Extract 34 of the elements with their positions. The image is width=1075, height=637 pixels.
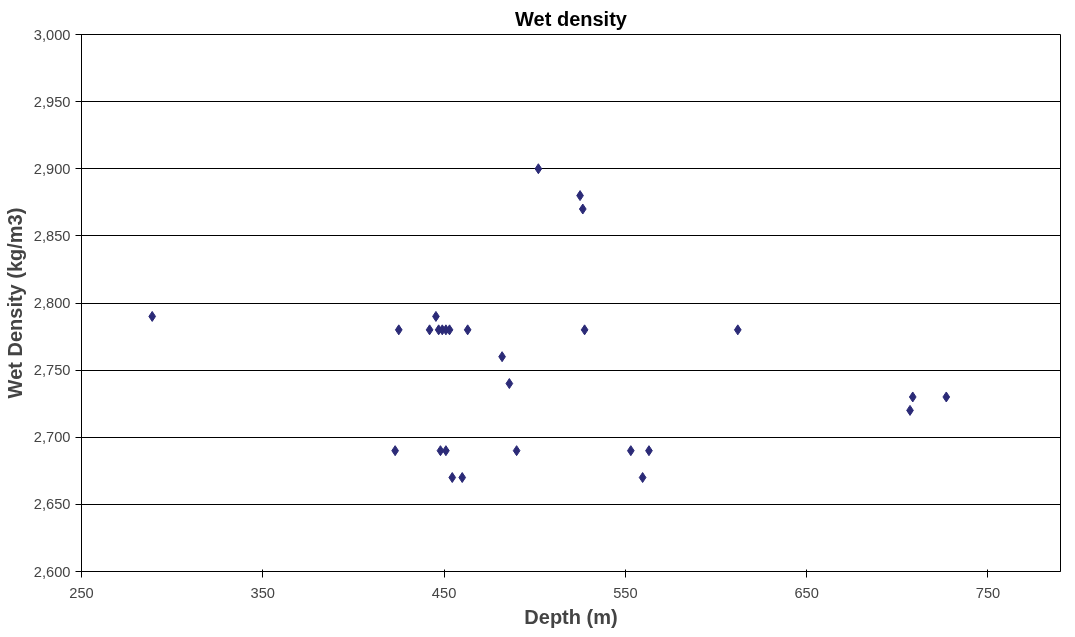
x-tick-label: 750 [975,584,1001,601]
y-tick-label: 2,850 [33,227,71,244]
point [463,324,472,336]
y-tick-label: 2,750 [33,362,71,379]
point [733,324,742,336]
x-tick-label: 650 [794,584,819,601]
y-tick-label: 2,900 [33,160,71,177]
y-tick-label: 2,800 [33,295,71,311]
x-tick-label: 250 [69,584,94,601]
chart-title: Wet density [515,7,628,30]
point [448,472,457,484]
point [942,391,951,403]
point [626,445,635,457]
point [638,472,647,484]
point [458,472,467,484]
point [512,445,521,457]
x-axis-title: Depth (m) [524,605,618,628]
point [394,324,403,336]
point [148,310,157,322]
point [908,391,917,403]
point [534,163,543,175]
x-tick-label: 450 [431,584,457,601]
y-tick-label: 2,950 [33,93,71,110]
point [580,324,589,336]
y-axis-title: Wet Density (kg/m3) [3,207,26,399]
y-tick-label: 2,700 [33,429,71,446]
point [505,378,514,390]
y-tick-label: 2,600 [33,563,71,580]
x-tick-label: 350 [250,584,276,601]
y-tick-label: 3,000 [33,26,71,43]
point [425,324,434,336]
x-tick-label: 550 [613,584,638,601]
y-tick-label: 2,650 [33,496,71,513]
point [578,203,587,215]
